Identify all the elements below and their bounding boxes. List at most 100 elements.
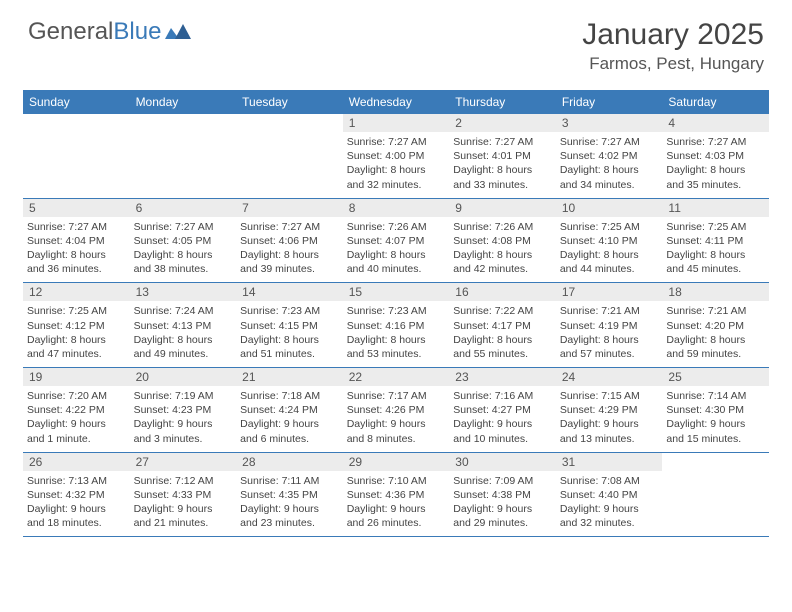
day-cell — [23, 114, 130, 198]
location: Farmos, Pest, Hungary — [582, 54, 764, 74]
day-number — [23, 114, 130, 132]
sunrise-text: Sunrise: 7:23 AM — [347, 304, 446, 318]
daylight-line-1: Daylight: 8 hours — [27, 333, 126, 347]
day-number — [236, 114, 343, 132]
daylight-line-2: and 45 minutes. — [666, 262, 765, 276]
daylight-line-1: Daylight: 9 hours — [240, 502, 339, 516]
sunset-text: Sunset: 4:06 PM — [240, 234, 339, 248]
week-row: 26Sunrise: 7:13 AMSunset: 4:32 PMDayligh… — [23, 453, 769, 538]
daylight-line-2: and 38 minutes. — [134, 262, 233, 276]
sunset-text: Sunset: 4:40 PM — [560, 488, 659, 502]
logo-text-2: Blue — [113, 18, 161, 46]
sunset-text: Sunset: 4:23 PM — [134, 403, 233, 417]
sunset-text: Sunset: 4:19 PM — [560, 319, 659, 333]
dayname: Friday — [556, 90, 663, 114]
dayname: Wednesday — [343, 90, 450, 114]
sunrise-text: Sunrise: 7:13 AM — [27, 474, 126, 488]
day-cell: 5Sunrise: 7:27 AMSunset: 4:04 PMDaylight… — [23, 199, 130, 283]
day-number: 30 — [449, 453, 556, 471]
day-number: 10 — [556, 199, 663, 217]
day-cell: 29Sunrise: 7:10 AMSunset: 4:36 PMDayligh… — [343, 453, 450, 537]
daylight-line-2: and 21 minutes. — [134, 516, 233, 530]
daylight-line-2: and 33 minutes. — [453, 178, 552, 192]
day-number: 14 — [236, 283, 343, 301]
day-cell: 26Sunrise: 7:13 AMSunset: 4:32 PMDayligh… — [23, 453, 130, 537]
daylight-line-2: and 15 minutes. — [666, 432, 765, 446]
day-cell: 25Sunrise: 7:14 AMSunset: 4:30 PMDayligh… — [662, 368, 769, 452]
daylight-line-2: and 13 minutes. — [560, 432, 659, 446]
sunset-text: Sunset: 4:38 PM — [453, 488, 552, 502]
day-number — [662, 453, 769, 471]
day-cell: 27Sunrise: 7:12 AMSunset: 4:33 PMDayligh… — [130, 453, 237, 537]
daylight-line-1: Daylight: 8 hours — [347, 248, 446, 262]
sunrise-text: Sunrise: 7:14 AM — [666, 389, 765, 403]
day-number — [130, 114, 237, 132]
sunrise-text: Sunrise: 7:09 AM — [453, 474, 552, 488]
daylight-line-1: Daylight: 8 hours — [666, 248, 765, 262]
daylight-line-1: Daylight: 9 hours — [134, 417, 233, 431]
sunrise-text: Sunrise: 7:20 AM — [27, 389, 126, 403]
weeks-container: 1Sunrise: 7:27 AMSunset: 4:00 PMDaylight… — [23, 114, 769, 537]
week-row: 5Sunrise: 7:27 AMSunset: 4:04 PMDaylight… — [23, 199, 769, 284]
sunrise-text: Sunrise: 7:27 AM — [347, 135, 446, 149]
sunrise-text: Sunrise: 7:08 AM — [560, 474, 659, 488]
day-number: 26 — [23, 453, 130, 471]
sunrise-text: Sunrise: 7:25 AM — [560, 220, 659, 234]
daylight-line-1: Daylight: 8 hours — [560, 248, 659, 262]
day-number: 16 — [449, 283, 556, 301]
day-cell: 19Sunrise: 7:20 AMSunset: 4:22 PMDayligh… — [23, 368, 130, 452]
day-cell: 20 Sunrise: 7:19 AMSunset: 4:23 PMDayligh… — [130, 368, 237, 452]
day-number: 19 — [23, 368, 130, 386]
sunrise-text: Sunrise: 7:18 AM — [240, 389, 339, 403]
day-number: 9 — [449, 199, 556, 217]
daylight-line-1: Daylight: 8 hours — [666, 333, 765, 347]
day-number: 3 — [556, 114, 663, 132]
daylight-line-1: Daylight: 8 hours — [240, 333, 339, 347]
day-cell: 21Sunrise: 7:18 AMSunset: 4:24 PMDayligh… — [236, 368, 343, 452]
sunrise-text: Sunrise: 7:15 AM — [560, 389, 659, 403]
day-cell: 23Sunrise: 7:16 AMSunset: 4:27 PMDayligh… — [449, 368, 556, 452]
day-number: 20 — [130, 368, 237, 386]
day-cell: 31Sunrise: 7:08 AMSunset: 4:40 PMDayligh… — [556, 453, 663, 537]
sunset-text: Sunset: 4:12 PM — [27, 319, 126, 333]
daylight-line-1: Daylight: 9 hours — [666, 417, 765, 431]
daylight-line-1: Daylight: 8 hours — [453, 163, 552, 177]
daylight-line-2: and 18 minutes. — [27, 516, 126, 530]
sunset-text: Sunset: 4:29 PM — [560, 403, 659, 417]
daylight-line-2: and 59 minutes. — [666, 347, 765, 361]
dayname: Monday — [130, 90, 237, 114]
daylight-line-2: and 53 minutes. — [347, 347, 446, 361]
sunset-text: Sunset: 4:17 PM — [453, 319, 552, 333]
daylight-line-1: Daylight: 9 hours — [453, 502, 552, 516]
sunrise-text: Sunrise: 7:19 AM — [134, 389, 233, 403]
daylight-line-1: Daylight: 8 hours — [560, 333, 659, 347]
day-cell: 2Sunrise: 7:27 AMSunset: 4:01 PMDaylight… — [449, 114, 556, 198]
daylight-line-1: Daylight: 8 hours — [347, 163, 446, 177]
sunset-text: Sunset: 4:36 PM — [347, 488, 446, 502]
daylight-line-1: Daylight: 9 hours — [560, 417, 659, 431]
day-cell: 12Sunrise: 7:25 AMSunset: 4:12 PMDayligh… — [23, 283, 130, 367]
sunset-text: Sunset: 4:26 PM — [347, 403, 446, 417]
daylight-line-2: and 51 minutes. — [240, 347, 339, 361]
sunset-text: Sunset: 4:24 PM — [240, 403, 339, 417]
day-number: 25 — [662, 368, 769, 386]
daylight-line-2: and 44 minutes. — [560, 262, 659, 276]
daylight-line-1: Daylight: 9 hours — [453, 417, 552, 431]
sunset-text: Sunset: 4:27 PM — [453, 403, 552, 417]
day-cell: 24Sunrise: 7:15 AMSunset: 4:29 PMDayligh… — [556, 368, 663, 452]
day-number: 15 — [343, 283, 450, 301]
sunrise-text: Sunrise: 7:21 AM — [560, 304, 659, 318]
week-row: 1Sunrise: 7:27 AMSunset: 4:00 PMDaylight… — [23, 114, 769, 199]
sunset-text: Sunset: 4:16 PM — [347, 319, 446, 333]
header: GeneralBlue January 2025 Farmos, Pest, H… — [0, 0, 792, 84]
sunset-text: Sunset: 4:15 PM — [240, 319, 339, 333]
daylight-line-1: Daylight: 8 hours — [134, 248, 233, 262]
logo-text-1: General — [28, 18, 113, 46]
day-number: 18 — [662, 283, 769, 301]
daylight-line-2: and 40 minutes. — [347, 262, 446, 276]
month-title: January 2025 — [582, 18, 764, 52]
day-cell: 3Sunrise: 7:27 AMSunset: 4:02 PMDaylight… — [556, 114, 663, 198]
daylight-line-1: Daylight: 9 hours — [347, 502, 446, 516]
day-cell: 15Sunrise: 7:23 AMSunset: 4:16 PMDayligh… — [343, 283, 450, 367]
calendar: SundayMondayTuesdayWednesdayThursdayFrid… — [23, 90, 769, 537]
